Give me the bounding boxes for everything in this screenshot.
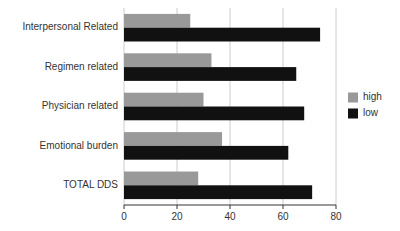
x-axis: 0 20 40 60 80 bbox=[121, 205, 342, 222]
category-label: Interpersonal Related bbox=[22, 21, 118, 32]
bar bbox=[124, 67, 296, 81]
bar bbox=[124, 28, 320, 42]
legend-label: high bbox=[363, 91, 382, 102]
bar bbox=[124, 53, 211, 67]
bar bbox=[124, 107, 304, 121]
grid-line bbox=[336, 8, 337, 205]
tick-label: 20 bbox=[171, 211, 183, 222]
bar bbox=[124, 172, 198, 186]
tick-label: 40 bbox=[224, 211, 236, 222]
category-label: Emotional burden bbox=[40, 140, 118, 151]
category-label: Regimen related bbox=[45, 61, 118, 72]
legend-label: low bbox=[363, 107, 379, 118]
grid bbox=[124, 8, 336, 205]
bar bbox=[124, 132, 222, 146]
tick bbox=[177, 205, 178, 209]
page: {"chart_data": {"type": "bar", "orientat… bbox=[0, 0, 400, 231]
y-axis: Interpersonal Related Regimen related Phys… bbox=[22, 21, 118, 190]
category-label: Physician related bbox=[42, 100, 118, 111]
tick-label: 80 bbox=[330, 211, 342, 222]
tick bbox=[283, 205, 284, 209]
chart: 0 20 40 60 80 Interpersonal Related Regimen re… bbox=[0, 0, 400, 231]
legend-swatch bbox=[348, 109, 358, 119]
tick bbox=[124, 205, 125, 209]
bar bbox=[124, 185, 312, 199]
tick-label: 0 bbox=[121, 211, 127, 222]
tick bbox=[336, 205, 337, 209]
bar bbox=[124, 14, 190, 28]
legend: high low bbox=[348, 91, 382, 118]
bar bbox=[124, 146, 288, 160]
tick bbox=[230, 205, 231, 209]
legend-swatch bbox=[348, 93, 358, 103]
bar bbox=[124, 93, 204, 107]
bars bbox=[124, 14, 320, 199]
tick-label: 60 bbox=[277, 211, 289, 222]
chart-container: 0 20 40 60 80 Interpersonal Related Regimen re… bbox=[0, 0, 400, 231]
category-label: TOTAL DDS bbox=[63, 179, 118, 190]
